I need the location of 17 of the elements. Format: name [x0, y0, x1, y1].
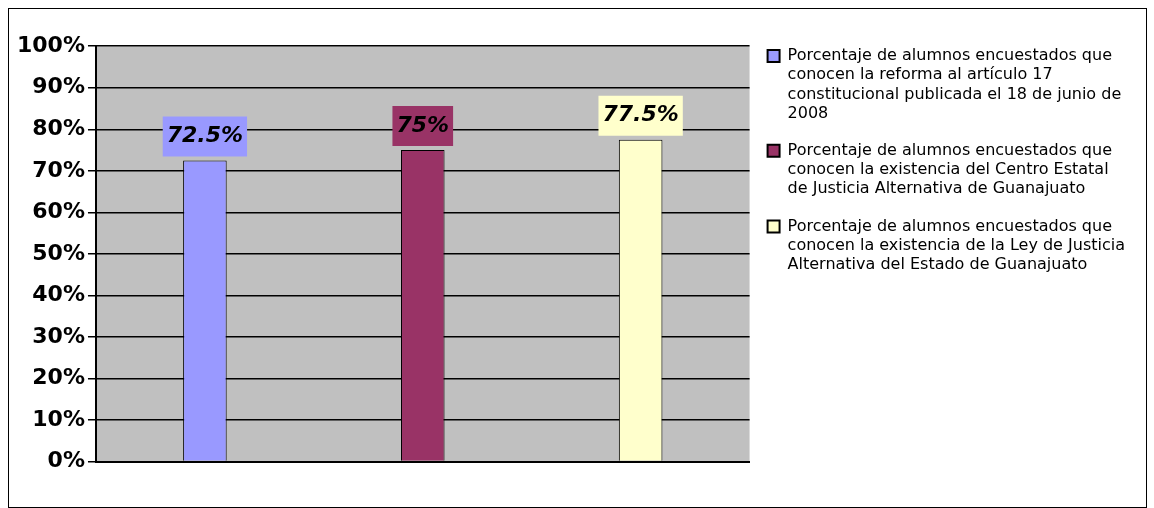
y-tick-label: 40%	[32, 281, 85, 307]
y-tick-label: 60%	[32, 198, 85, 224]
y-tick-label: 100%	[17, 31, 85, 57]
y-tick-label: 20%	[32, 364, 85, 390]
data-label: 77.5%	[602, 101, 679, 127]
legend-label: Porcentaje de alumnos encuestados que conocen la existencia del Centro Estatal de Justicia Alternativa de Guanajuato	[787, 139, 1113, 198]
data-label: 75%	[396, 111, 450, 137]
y-tick-label: 30%	[32, 322, 85, 348]
y-tick-label: 50%	[32, 239, 85, 265]
data-label: 72.5%	[166, 122, 244, 148]
y-tick-label: 80%	[32, 115, 85, 140]
legend-label: Porcentaje de alumnos encuestados que conocen la reforma al artículo 17 constitucional publicada el 18 de junio de 2008	[787, 45, 1122, 122]
y-tick-label: 0%	[47, 447, 85, 473]
y-tick-label: 90%	[32, 73, 85, 99]
legend-label: Porcentaje de alumnos encuestados que conocen la existencia de la Ley de Justicia Alternativa del Estado de Guanajuato	[787, 215, 1125, 273]
y-tick-label: 70%	[32, 156, 85, 182]
y-tick-label: 10%	[32, 405, 85, 431]
